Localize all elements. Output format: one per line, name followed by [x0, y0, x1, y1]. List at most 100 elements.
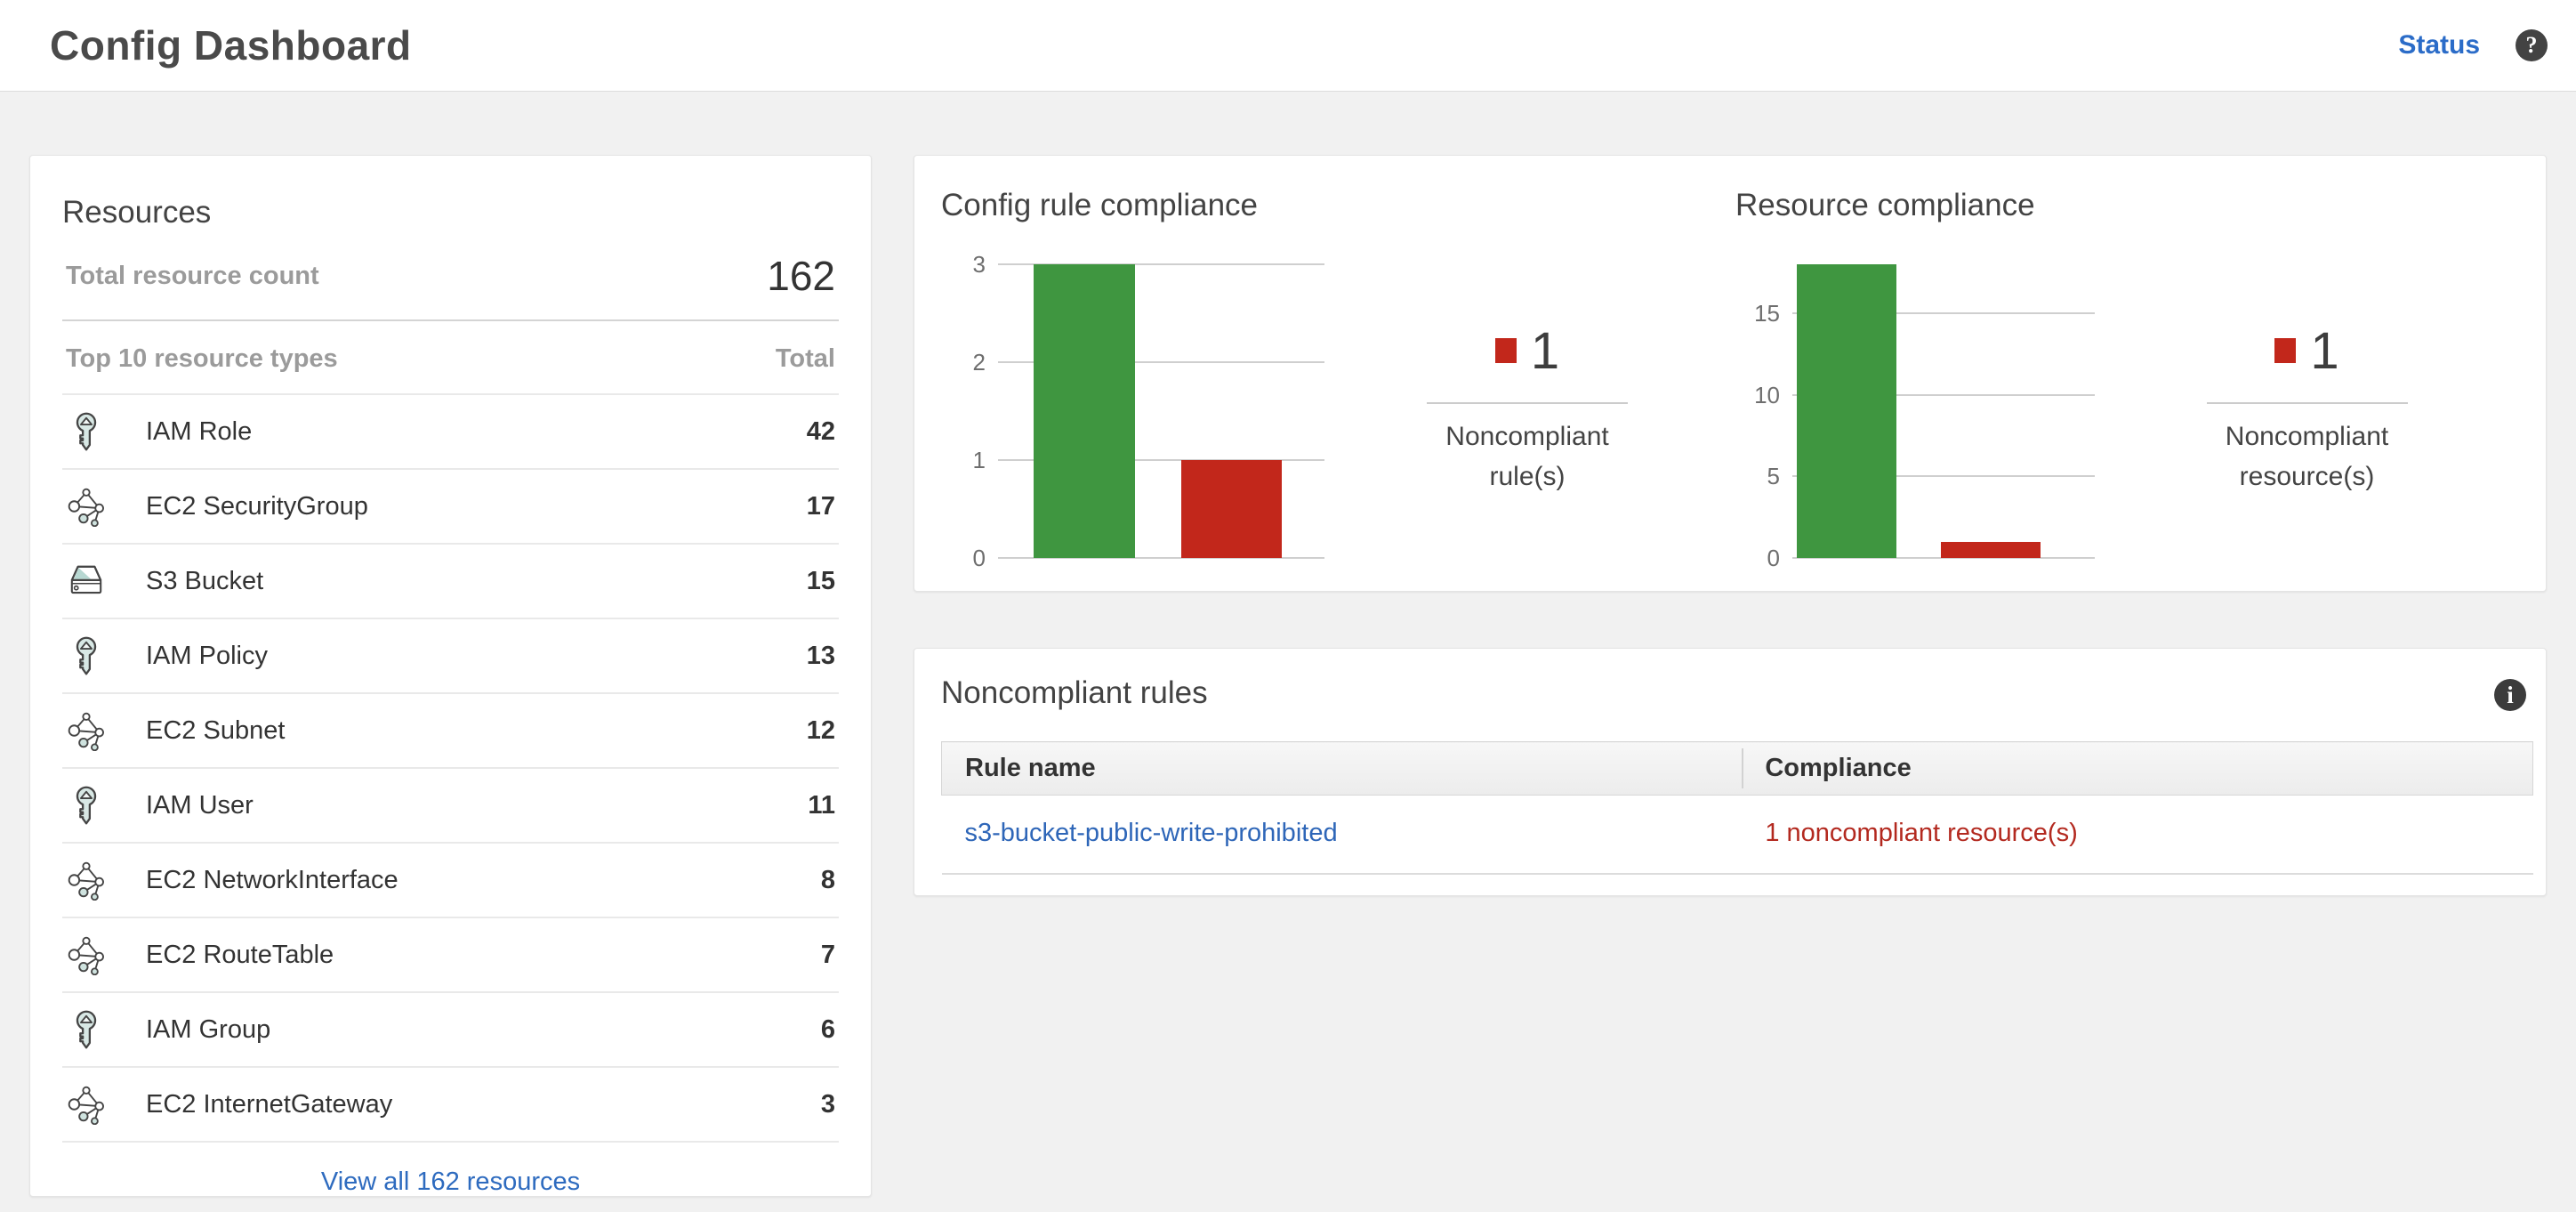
resource-count: 17 [806, 491, 835, 521]
gridline-1 [998, 459, 1324, 461]
resource-type-label: S3 Bucket [146, 566, 264, 595]
resource-row: IAM Group 6 [62, 991, 839, 1066]
bar-chart: 0 5 10 15 [1735, 264, 2095, 571]
ec2-network-icon [68, 861, 104, 901]
resource-type-label: EC2 Subnet [146, 715, 286, 745]
gridline-15 [1792, 312, 2095, 314]
noncompliant-rules-title: Noncompliant rules [941, 675, 1208, 710]
noncompliant-resources-label: Noncompliant resource(s) [2225, 421, 2389, 491]
resource-count: 7 [820, 940, 835, 969]
page-title: Config Dashboard [50, 22, 412, 69]
noncompliant-swatch-icon [2274, 338, 2297, 363]
resource-row: IAM Policy 13 [62, 618, 839, 692]
rule-row: s3-bucket-public-write-prohibited 1 nonc… [941, 795, 2533, 875]
resource-row: EC2 RouteTable 7 [62, 917, 839, 991]
ec2-network-icon [68, 1086, 104, 1125]
resource-count: 12 [806, 715, 835, 745]
resource-type-label: IAM Group [146, 1014, 271, 1044]
iam-key-icon [76, 786, 97, 825]
resource-row: IAM Role 42 [62, 393, 839, 468]
page-header: Config Dashboard Status ? [0, 0, 2576, 92]
y-tick-label: 10 [1754, 381, 1780, 408]
config-rule-compliance-chart: Config rule compliance 0 1 2 3 1 Noncomplia… [941, 188, 1730, 571]
resource-count: 15 [806, 566, 835, 595]
info-icon[interactable]: i [2494, 679, 2526, 711]
noncompliant-bar [1940, 541, 2041, 558]
iam-key-icon [76, 412, 97, 451]
resource-row: IAM User 11 [62, 767, 839, 842]
resource-compliance-chart: Resource compliance 0 5 10 15 1 Noncomplian… [1730, 188, 2519, 571]
resource-type-label: IAM User [146, 790, 254, 820]
y-tick-label: 0 [1767, 545, 1780, 571]
total-resource-count-value: 162 [767, 253, 835, 299]
status-link[interactable]: Status [2398, 30, 2480, 60]
resource-count: 8 [820, 865, 835, 894]
y-tick-label: 2 [972, 349, 986, 376]
y-tick-label: 3 [972, 251, 986, 278]
resource-row: EC2 SecurityGroup 17 [62, 468, 839, 543]
gridline-10 [1792, 393, 2095, 396]
view-all-resources-link[interactable]: View all 162 resources [320, 1168, 581, 1196]
resource-total-column-label: Total [775, 344, 835, 373]
chart-title: Resource compliance [1735, 188, 2035, 222]
help-icon[interactable]: ? [2516, 29, 2548, 61]
resource-type-label: EC2 RouteTable [146, 940, 334, 969]
resource-type-label: IAM Role [146, 416, 253, 446]
s3-bucket-icon [70, 565, 102, 594]
resource-row: EC2 InternetGateway 3 [62, 1066, 839, 1141]
compliance-column-header: Compliance [1742, 741, 2534, 796]
total-resource-count-row: Total resource count 162 [62, 252, 839, 321]
y-tick-label: 5 [1767, 463, 1780, 490]
gridline-2 [998, 361, 1324, 363]
resource-count: 42 [806, 416, 835, 446]
ec2-network-icon [68, 488, 104, 527]
ec2-network-icon [68, 712, 104, 751]
resource-row: EC2 Subnet 12 [62, 692, 839, 767]
resource-list: IAM Role 42 EC2 SecurityGroup 17 S3 Buck… [62, 393, 839, 1141]
noncompliant-rules-summary: 1 Noncompliant rule(s) [1324, 264, 1730, 558]
rule-name-column-header: Rule name [941, 741, 1743, 796]
summary-divider [1427, 401, 1628, 404]
resource-row: EC2 NetworkInterface 8 [62, 842, 839, 917]
noncompliant-bar [1180, 460, 1283, 558]
noncompliant-resources-count: 1 [2310, 321, 2339, 380]
resource-count: 6 [820, 1014, 835, 1044]
resource-type-column-label: Top 10 resource types [66, 344, 338, 373]
resource-type-label: EC2 InternetGateway [146, 1089, 393, 1119]
noncompliant-swatch-icon [1494, 338, 1517, 363]
iam-key-icon [76, 636, 97, 675]
resource-count: 13 [806, 641, 835, 670]
view-all-row: View all 162 resources [62, 1141, 839, 1197]
compliance-charts-panel: Config rule compliance 0 1 2 3 1 Noncomplia… [914, 155, 2547, 592]
rule-compliance-status: 1 noncompliant resource(s) [1765, 819, 2078, 847]
resource-count: 11 [808, 790, 835, 820]
y-tick-label: 1 [972, 447, 986, 473]
gridline-5 [1792, 475, 2095, 478]
resource-count: 3 [820, 1089, 835, 1119]
resource-type-label: EC2 NetworkInterface [146, 865, 398, 894]
resource-row: S3 Bucket 15 [62, 543, 839, 618]
compliant-bar [1797, 264, 1897, 558]
noncompliant-rules-table: Rule name Compliance s3-bucket-public-wr… [941, 741, 2534, 875]
bar-chart: 0 1 2 3 [941, 251, 1324, 571]
resource-list-header: Top 10 resource types Total [62, 321, 839, 393]
resources-panel: Resources Total resource count 162 Top 1… [29, 155, 872, 1197]
iam-key-icon [76, 1010, 97, 1049]
resource-type-label: EC2 SecurityGroup [146, 491, 368, 521]
compliant-bar [1034, 264, 1136, 558]
total-resource-count-label: Total resource count [66, 261, 319, 290]
noncompliant-rules-label: Noncompliant rule(s) [1445, 421, 1609, 491]
gridline-0 [998, 557, 1324, 559]
noncompliant-rules-count: 1 [1530, 321, 1560, 380]
ec2-network-icon [68, 936, 104, 975]
resource-type-label: IAM Policy [146, 641, 268, 670]
noncompliant-rules-panel: Noncompliant rules i Rule name Complianc… [914, 648, 2547, 896]
resources-panel-title: Resources [62, 195, 212, 230]
gridline-0 [1792, 557, 2095, 559]
y-tick-label: 15 [1754, 300, 1780, 327]
gridline-3 [998, 263, 1324, 265]
noncompliant-resources-summary: 1 Noncompliant resource(s) [2095, 264, 2519, 558]
rule-name-link[interactable]: s3-bucket-public-write-prohibited [964, 819, 1338, 847]
chart-title: Config rule compliance [941, 188, 1259, 222]
summary-divider [2206, 401, 2408, 404]
